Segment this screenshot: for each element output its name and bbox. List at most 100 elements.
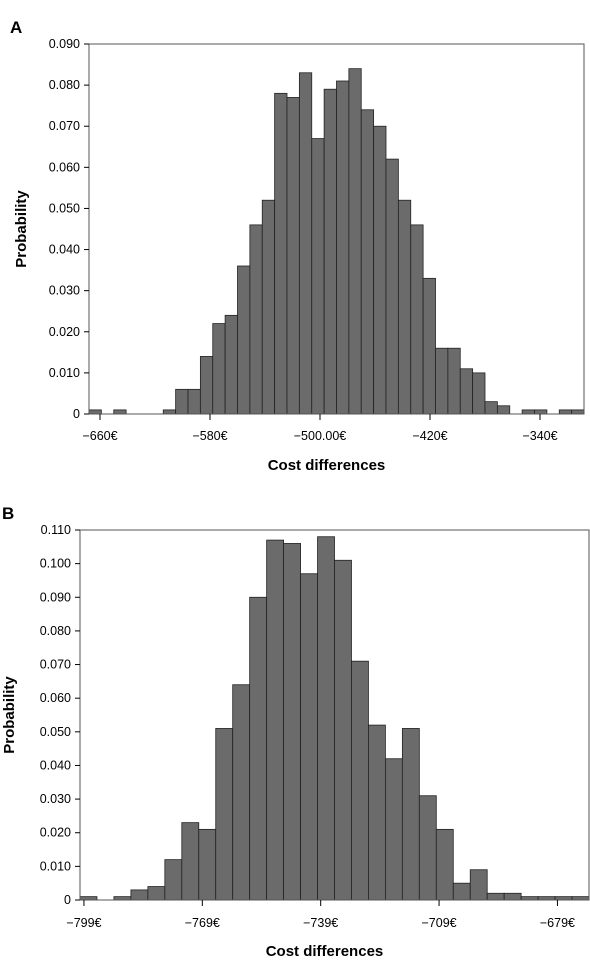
histogram-bar [147, 886, 166, 901]
y-tick-label: 0 [64, 893, 71, 907]
histogram-bar [472, 372, 486, 415]
y-tick-label: 0.070 [40, 658, 71, 672]
histogram-bar [486, 892, 505, 901]
histogram-bar [113, 409, 127, 415]
histogram-bar [323, 88, 337, 415]
histogram-bar [198, 828, 217, 901]
y-tick-label: 0.030 [49, 284, 80, 298]
x-tick-label: −739€ [303, 916, 338, 930]
y-tick-label: 0.060 [49, 160, 80, 174]
y-tick-label: 0.020 [40, 826, 71, 840]
x-axis-title: Cost differences [266, 943, 384, 960]
histogram-bar [435, 828, 454, 901]
x-tick-label: −500.00€ [294, 429, 347, 443]
y-tick-label: 0.110 [41, 523, 71, 537]
histogram-bar [199, 356, 214, 415]
histogram-bar [558, 409, 573, 415]
histogram-bar [571, 896, 590, 901]
histogram-bar [249, 224, 263, 415]
x-tick-label: −799€ [66, 916, 101, 930]
histogram-bar [215, 728, 234, 901]
histogram-bar [410, 224, 424, 415]
histogram-bar [360, 109, 375, 415]
y-tick-label: 0.100 [40, 557, 71, 571]
histogram-bar [418, 795, 437, 901]
histogram-bar [554, 896, 573, 901]
histogram-bar [187, 388, 201, 415]
y-tick-label: 0.040 [40, 758, 71, 772]
histogram-bar [447, 347, 461, 415]
histogram-bar [224, 314, 238, 415]
histogram-bar [79, 896, 98, 901]
histogram-bar [336, 80, 350, 415]
histogram-bar [298, 72, 313, 415]
y-tick-label: 0.090 [49, 37, 80, 51]
histogram-bar [534, 409, 548, 415]
histogram-bar [373, 125, 387, 415]
histogram-bar [286, 97, 300, 415]
x-tick-label: −660€ [82, 429, 117, 443]
histogram-bar [283, 543, 301, 901]
x-tick-label: −679€ [540, 916, 575, 930]
histogram-bar [348, 68, 362, 415]
y-tick-label: 0.030 [40, 792, 71, 806]
panel-label: B [2, 504, 14, 523]
histogram-bar [181, 822, 200, 901]
y-tick-label: 0.080 [49, 78, 80, 92]
histogram-bar [237, 265, 251, 415]
histogram-bar [274, 92, 288, 415]
histogram-bar [384, 758, 403, 901]
histogram-bar [311, 138, 325, 415]
x-tick-label: −709€ [422, 916, 457, 930]
histogram-bar [334, 559, 352, 901]
y-tick-label: 0.010 [40, 859, 71, 873]
histogram-bar [571, 409, 585, 415]
histogram-bar [521, 409, 535, 415]
y-tick-label: 0 [73, 407, 80, 421]
histogram-bar [175, 388, 189, 415]
histogram-bar [164, 859, 183, 901]
histogram-bar [232, 684, 251, 901]
plot-frame [79, 529, 590, 901]
y-tick-label: 0.090 [40, 590, 71, 604]
histogram-bar [162, 409, 177, 415]
histogram-bar [88, 409, 102, 415]
histogram-bar [537, 896, 556, 901]
histogram-bar [435, 347, 449, 415]
y-tick-label: 0.070 [49, 119, 80, 133]
histogram-bar [520, 896, 539, 901]
plot-frame [88, 43, 585, 415]
histogram-bar [484, 401, 498, 415]
y-tick-label: 0.020 [49, 325, 80, 339]
y-axis-title: Probability [13, 190, 30, 268]
panel-a: A 0 0.010 0.020 0.030 0.040 0.050 0.060 0.070 0.0… [10, 18, 585, 474]
histogram-bar [300, 573, 318, 901]
y-axis-title: Probability [1, 676, 18, 754]
y-tick-label: 0.060 [40, 691, 71, 705]
histogram-bar [113, 896, 132, 901]
histogram-bar [249, 596, 268, 901]
y-tick-label: 0.010 [49, 366, 80, 380]
histogram-bar [266, 539, 284, 901]
histogram-bar [452, 882, 471, 901]
histogram-bar [317, 536, 335, 901]
histogram-bar [422, 277, 436, 415]
x-tick-label: −769€ [185, 916, 220, 930]
histogram-bar [261, 199, 276, 415]
y-tick-label: 0.050 [40, 725, 71, 739]
histogram-bar [503, 892, 522, 901]
histogram-bar [401, 728, 420, 901]
histogram-bar [368, 724, 386, 901]
histogram-bar [385, 158, 399, 415]
x-tick-label: −420€ [412, 429, 447, 443]
x-tick-label: −340€ [522, 429, 557, 443]
y-tick-label: 0.040 [49, 243, 80, 257]
histogram-bar [459, 368, 474, 415]
histogram-bar [469, 869, 488, 901]
x-tick-label: −580€ [192, 429, 227, 443]
histogram-bar [351, 660, 369, 901]
histogram-bar [212, 323, 226, 415]
x-axis-title: Cost differences [268, 457, 386, 474]
histogram-bar [397, 199, 412, 415]
